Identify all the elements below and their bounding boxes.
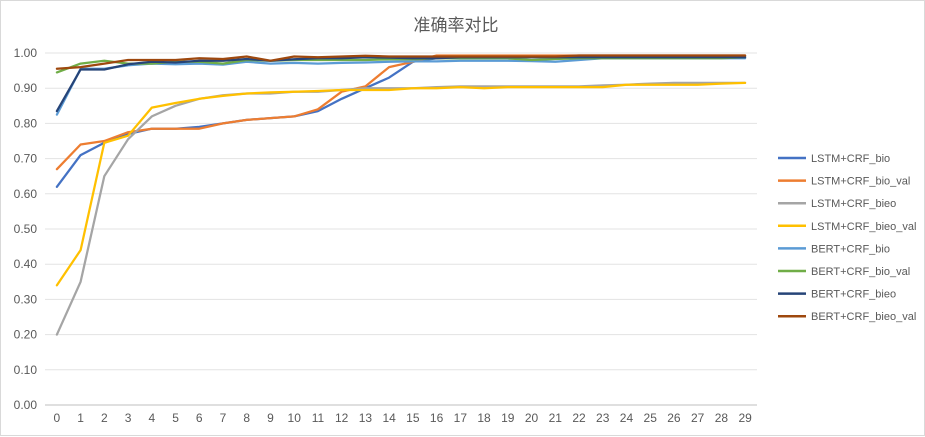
series-lines [55, 54, 747, 336]
x-tick-label: 21 [549, 411, 563, 425]
y-tick-label: 1.00 [14, 46, 38, 60]
x-tick-label: 18 [477, 411, 491, 425]
x-axis-ticks: 0 1 2 3 4 5 6 7 8 9 10 11 12 13 14 15 16 17 18 19 20 21 22 23 24… [54, 411, 753, 425]
series-line-7 [55, 56, 747, 113]
series-line-3 [55, 81, 747, 336]
y-tick-label: 0.40 [14, 257, 38, 271]
x-tick-label: 12 [335, 411, 349, 425]
x-tick-label: 28 [715, 411, 729, 425]
x-tick-label: 27 [691, 411, 705, 425]
x-tick-label: 17 [454, 411, 468, 425]
x-tick-label: 13 [359, 411, 373, 425]
y-axis-ticks: 0.00 0.10 0.20 0.30 0.40 0.50 0.60 0.70 0.80 0.90… [14, 46, 38, 412]
y-tick-label: 0.30 [14, 292, 38, 306]
x-tick-label: 11 [312, 411, 325, 425]
legend-item: BERT+CRF_bio_val [778, 266, 910, 278]
y-tick-label: 0.60 [14, 187, 38, 201]
x-tick-label: 25 [644, 411, 658, 425]
legend-item: LSTM+CRF_bieo_val [778, 221, 916, 233]
x-tick-label: 7 [220, 411, 227, 425]
series-line-1 [55, 55, 747, 188]
x-tick-label: 22 [572, 411, 586, 425]
series-line-8 [55, 54, 747, 70]
y-tick-label: 0.50 [14, 222, 38, 236]
x-tick-label: 19 [501, 411, 515, 425]
y-tick-label: 0.00 [14, 398, 38, 412]
legend-label: BERT+CRF_bio [811, 243, 890, 255]
legend-item: LSTM+CRF_bio [778, 153, 890, 165]
x-tick-label: 24 [620, 411, 634, 425]
x-tick-label: 29 [738, 411, 752, 425]
x-tick-label: 16 [430, 411, 444, 425]
y-tick-label: 0.80 [14, 116, 38, 130]
x-tick-label: 0 [54, 411, 61, 425]
legend-label: BERT+CRF_bio_val [811, 266, 910, 278]
y-tick-label: 0.10 [14, 363, 38, 377]
legend: LSTM+CRF_bio LSTM+CRF_bio_val LSTM+CRF_bie… [778, 153, 916, 323]
legend-label: LSTM+CRF_bieo_val [811, 221, 916, 233]
gridlines [45, 52, 757, 406]
y-tick-label: 0.90 [14, 81, 38, 95]
x-tick-label: 14 [382, 411, 396, 425]
legend-item: BERT+CRF_bio [778, 243, 890, 255]
legend-label: LSTM+CRF_bio [811, 153, 890, 165]
x-tick-label: 6 [196, 411, 203, 425]
x-tick-label: 1 [77, 411, 84, 425]
legend-item: BERT+CRF_bieo_val [778, 311, 916, 323]
y-tick-label: 0.70 [14, 152, 38, 166]
x-tick-label: 15 [406, 411, 420, 425]
x-tick-label: 4 [148, 411, 155, 425]
legend-label: LSTM+CRF_bieo [811, 198, 896, 210]
y-tick-label: 0.20 [14, 328, 38, 342]
x-tick-label: 10 [288, 411, 302, 425]
x-tick-label: 20 [525, 411, 539, 425]
legend-label: LSTM+CRF_bio_val [811, 176, 910, 188]
legend-label: BERT+CRF_bieo_val [811, 311, 916, 323]
x-tick-label: 3 [125, 411, 132, 425]
chart-title: 准确率对比 [414, 16, 499, 36]
legend-item: BERT+CRF_bieo [778, 289, 896, 301]
x-tick-label: 2 [101, 411, 108, 425]
legend-label: BERT+CRF_bieo [811, 289, 896, 301]
x-tick-label: 23 [596, 411, 610, 425]
x-tick-label: 26 [667, 411, 681, 425]
x-tick-label: 9 [267, 411, 274, 425]
x-tick-label: 5 [172, 411, 179, 425]
legend-item: LSTM+CRF_bio_val [778, 176, 910, 188]
x-tick-label: 8 [243, 411, 250, 425]
legend-item: LSTM+CRF_bieo [778, 198, 896, 210]
series-line-4 [55, 81, 747, 287]
